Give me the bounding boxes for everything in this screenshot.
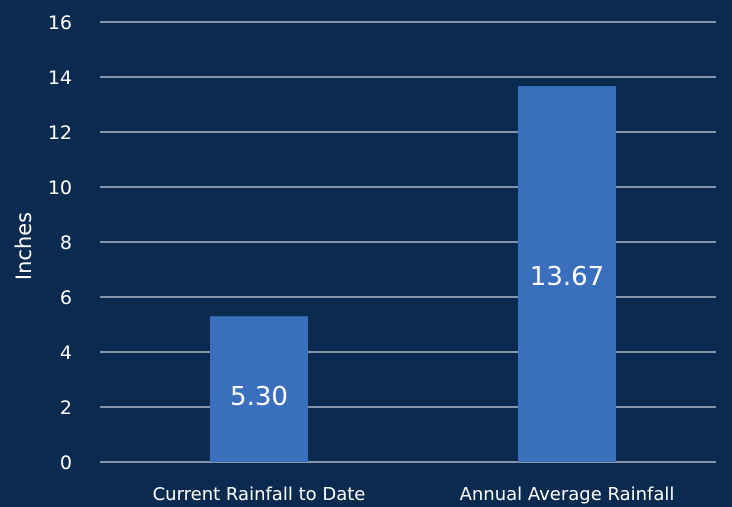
y-tick-label: 0 bbox=[60, 452, 72, 474]
x-category-label: Annual Average Rainfall bbox=[460, 484, 675, 505]
y-tick-label: 2 bbox=[60, 397, 72, 419]
bar-2 bbox=[518, 86, 616, 462]
y-tick-label: 8 bbox=[60, 232, 72, 254]
y-tick-label: 12 bbox=[48, 122, 72, 144]
bars: 5.30 13.67 bbox=[210, 86, 616, 462]
y-axis-title: Inches bbox=[12, 212, 36, 280]
y-tick-label: 16 bbox=[48, 12, 72, 34]
gridlines bbox=[100, 21, 716, 463]
x-axis-categories: Current Rainfall to Date Annual Average R… bbox=[153, 484, 675, 505]
bar-1 bbox=[210, 316, 308, 462]
bar-value-label: 5.30 bbox=[230, 382, 288, 412]
y-tick-label: 6 bbox=[60, 287, 72, 309]
y-tick-label: 4 bbox=[60, 342, 72, 364]
y-tick-label: 10 bbox=[48, 177, 72, 199]
y-tick-label: 14 bbox=[48, 67, 72, 89]
x-category-label: Current Rainfall to Date bbox=[153, 484, 366, 505]
bar-value-label: 13.67 bbox=[530, 262, 604, 292]
y-axis-ticks: 0 2 4 6 8 10 12 14 16 bbox=[48, 12, 72, 474]
